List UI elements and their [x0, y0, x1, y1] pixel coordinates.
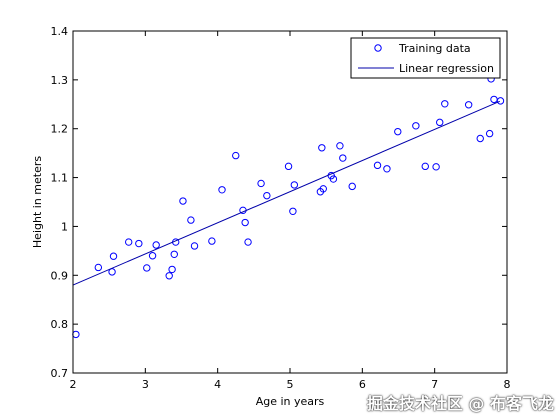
plot-layer: 2 3 4 5 6 7 8 0.7 0.8 0.9 1 1.1 1.2 1.3 1.4 — [51, 25, 511, 391]
data-point — [94, 263, 103, 272]
tick-labels: 2 3 4 5 6 7 8 0.7 0.8 0.9 1 1.1 1.2 1.3 1.4 — [51, 25, 511, 391]
x-axis-label: Age in years — [256, 395, 325, 408]
data-point — [318, 144, 326, 152]
data-point — [165, 272, 173, 280]
data-point — [152, 241, 160, 249]
data-point — [373, 161, 382, 170]
y-tick-label: 0.8 — [51, 318, 69, 331]
legend-label-training-data: Training data — [398, 42, 471, 55]
data-point — [348, 182, 356, 191]
legend-box — [350, 37, 501, 79]
watermark: 掘金技术社区 @ 布客飞龙 — [366, 394, 554, 413]
data-point — [187, 216, 195, 224]
data-point — [263, 191, 271, 200]
y-tick-label: 1.2 — [51, 123, 69, 136]
data-point — [232, 151, 240, 160]
data-point — [496, 97, 505, 105]
y-tick-label: 1.4 — [51, 25, 69, 38]
x-tick-label: 5 — [287, 378, 294, 391]
data-point — [336, 142, 344, 150]
data-point — [170, 250, 178, 258]
data-point — [257, 179, 265, 188]
data-point — [339, 154, 347, 162]
plot-frame — [72, 30, 508, 374]
x-tick-label: 6 — [359, 378, 366, 391]
data-point — [394, 127, 402, 136]
data-point — [436, 118, 444, 127]
data-point — [284, 162, 293, 171]
ticks-layer — [72, 30, 508, 374]
data-point — [485, 129, 494, 138]
y-tick-label: 0.7 — [51, 367, 69, 380]
data-point — [441, 100, 449, 108]
data-point — [383, 165, 391, 173]
data-point — [135, 239, 143, 248]
regression-line — [72, 100, 500, 286]
legend-marker-training-data — [374, 44, 382, 52]
data-point — [148, 252, 157, 260]
data-layer — [72, 75, 505, 339]
data-point — [476, 134, 484, 143]
x-tick-label: 8 — [504, 378, 511, 391]
y-tick-label: 1.3 — [51, 74, 69, 87]
data-point — [490, 95, 498, 104]
data-point — [421, 162, 429, 171]
data-point — [432, 163, 440, 171]
data-point — [143, 264, 151, 272]
x-tick-label: 2 — [70, 378, 77, 391]
y-tick-label: 1.1 — [51, 172, 69, 185]
data-point — [190, 242, 199, 250]
data-point — [241, 218, 249, 227]
data-point — [329, 175, 338, 183]
y-tick-label: 1 — [61, 220, 68, 233]
data-point — [125, 238, 133, 246]
data-point — [168, 265, 176, 274]
data-point — [218, 186, 226, 194]
data-point — [179, 197, 187, 205]
data-point — [290, 181, 299, 189]
data-point — [72, 330, 80, 339]
legend-label-linear-regression: Linear regression — [399, 62, 494, 75]
x-tick-label: 7 — [431, 378, 438, 391]
y-axis-label: Height in meters — [31, 156, 44, 248]
data-point — [464, 101, 473, 109]
x-tick-label: 3 — [142, 378, 149, 391]
data-point — [109, 252, 118, 260]
x-tick-label: 4 — [214, 378, 221, 391]
data-point — [208, 237, 216, 245]
data-point — [319, 185, 327, 193]
data-point — [289, 207, 297, 215]
data-point — [412, 122, 420, 130]
legend: Training data Linear regression — [350, 37, 501, 79]
y-tick-label: 0.9 — [51, 269, 69, 282]
data-point — [244, 238, 252, 246]
